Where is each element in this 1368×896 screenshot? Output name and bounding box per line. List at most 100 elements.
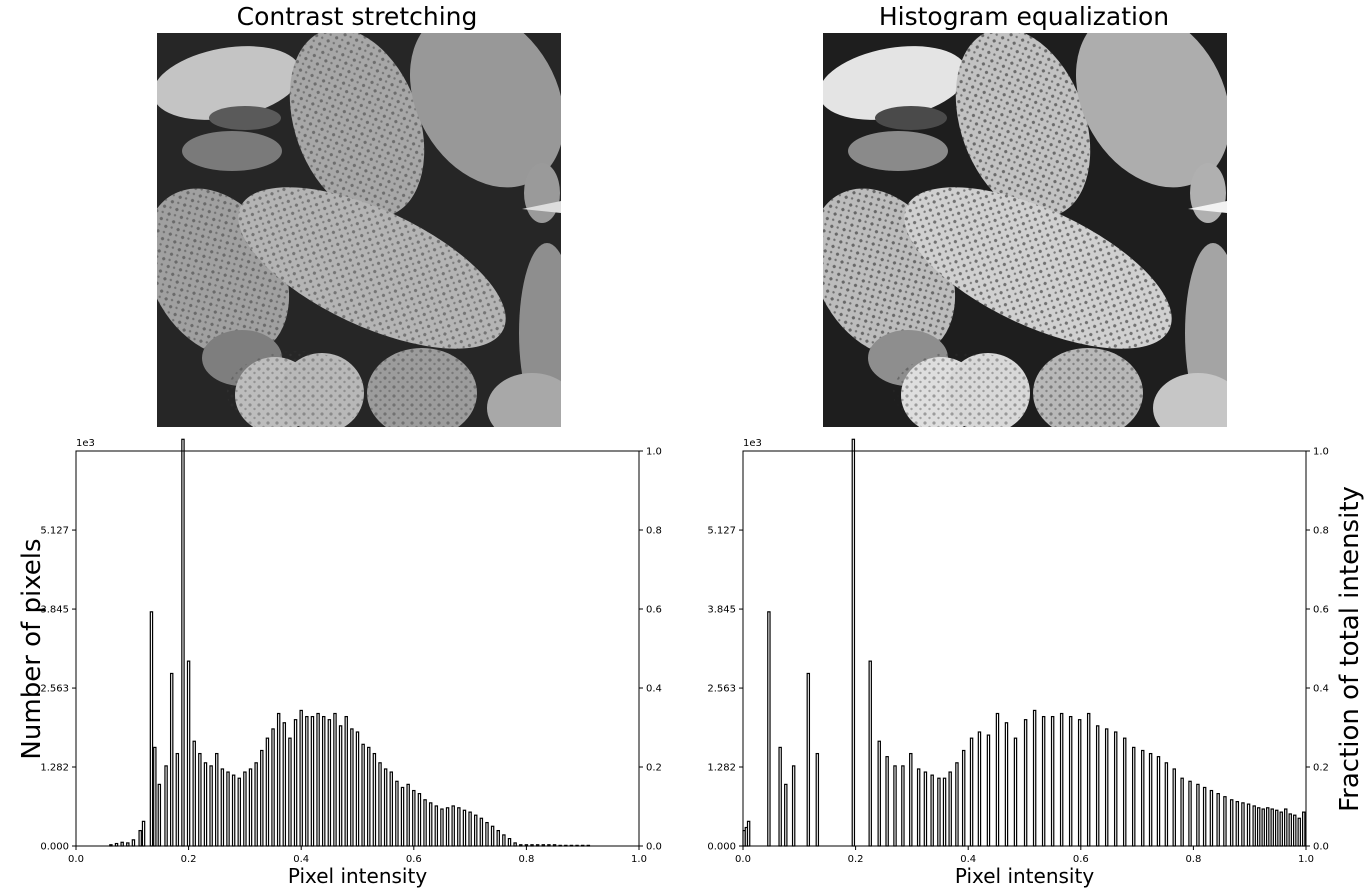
chart2-bar [969,737,974,847]
chart1-bar [395,780,399,847]
chart2-bar [942,777,947,847]
chart1-bar [288,737,292,847]
histogram-equalized-image [823,33,1227,427]
chart1-bar [333,712,337,847]
chart2-bar [784,783,788,847]
chart1-bar [451,805,455,847]
chart2-bar [923,771,928,847]
chart1-bar [406,783,410,847]
chart1-bar [378,762,382,847]
chart2-plot-frame [742,450,1307,847]
chart2-bar [1004,722,1009,847]
chart1-bar [215,752,219,847]
chart2-bar [868,660,872,847]
chart1-bar [299,709,303,847]
chart2-bar [995,712,1000,847]
chart1-bar [434,805,439,847]
chart2-x-tick-label: 0.2 [848,854,864,865]
chart1-x-tick-label: 0.8 [518,854,534,865]
chart1-bar [248,768,253,847]
chart1-bar [220,768,225,847]
chart2-bar [1229,799,1234,847]
chart2-bar [1293,814,1297,847]
chart1-bar [423,799,427,847]
chart1-bar [243,771,247,847]
chart1-bar [131,839,136,847]
chart2-bar [1086,712,1091,847]
chart1-bar [254,762,258,847]
chart1-bar [186,660,191,847]
chart1-bar [485,821,489,847]
chart2-bar [916,768,921,847]
chart1-bar [120,841,124,847]
chart1-bar [412,789,416,847]
chart2-y-tick-label: 1.282 [707,763,736,774]
chart2-y2-tick-label: 0.2 [1313,763,1329,774]
chart2-bar [815,752,820,847]
chart1-bar [192,740,196,847]
chart2-y2-tick-label: 0.6 [1313,605,1329,616]
chart2-bar [1216,793,1220,847]
chart2-bar [1068,715,1073,847]
chart1-bar [479,817,484,847]
chart1-y-tick-label: 3.845 [40,605,69,616]
chart1-bar [149,611,154,847]
chart2-bar [1095,725,1100,847]
chart1-y2-tick-label: 0.6 [646,605,662,616]
chart1-bar [231,774,236,847]
chart1-bar [462,809,467,847]
chart2-bar [1223,796,1227,847]
chart1-x-tick-label: 1.0 [631,854,647,865]
chart1-y-tick-label: 0.000 [40,842,69,853]
chart2-bar [937,777,941,847]
chart1-bar [157,783,162,847]
chart2-bar [806,672,811,847]
chart2-bar [930,774,934,847]
chart2-bar [909,752,913,847]
chart2-bar [977,731,982,847]
chart1-bar [400,786,405,847]
chart1-bar [367,746,371,847]
chart2-bar [1270,808,1274,847]
chart2-bar [1209,789,1214,847]
chart1-y-offset-text: 1e3 [76,438,95,449]
chart1-bar [490,825,495,847]
chart2-bar [1104,728,1109,847]
chart1-y2-tick-label: 0.2 [646,763,662,774]
chart2-y-tick-label: 5.127 [707,526,736,537]
chart1-bar [260,749,264,847]
chart2-bar [1279,811,1283,847]
chart1-plot-frame [75,450,640,847]
chart1-x-tick-label: 0.2 [181,854,197,865]
chart1-bar [198,752,202,847]
chart1-bar [321,715,326,847]
chart1-bar [468,811,472,847]
chart2-bar [1122,737,1127,847]
chart2-x-tick-label: 0.6 [1073,854,1089,865]
chart2-xlabel: Pixel intensity [955,864,1094,888]
chart2-bar [1252,805,1256,847]
chart1-bar [389,771,393,847]
chart1-bar [175,752,180,847]
chart2-bar [746,820,751,847]
chart1-bar [181,438,185,847]
chart1-y-tick-label: 2.563 [40,684,69,695]
chart2-bar [1131,746,1136,847]
chart1-bar [474,814,478,847]
chart2-bar [1256,807,1261,847]
chart1-bar [282,722,287,847]
chart2-y2-tick-label: 0.4 [1313,684,1329,695]
chart2-bar [1241,802,1245,847]
chart2-bar [1297,817,1301,847]
chart1-bar [293,719,298,847]
chart1-bar [226,771,230,847]
chart2-bar [1156,756,1161,847]
chart1-bar [265,737,270,847]
contrast-stretched-image [157,33,561,427]
chart1-bar [141,820,146,847]
chart1-x-tick-label: 0.0 [68,854,84,865]
chart2-bar [1077,719,1082,847]
chart1-bar [310,715,315,847]
chart1-y2-tick-label: 0.0 [646,842,662,853]
chart1-bar [457,807,461,847]
